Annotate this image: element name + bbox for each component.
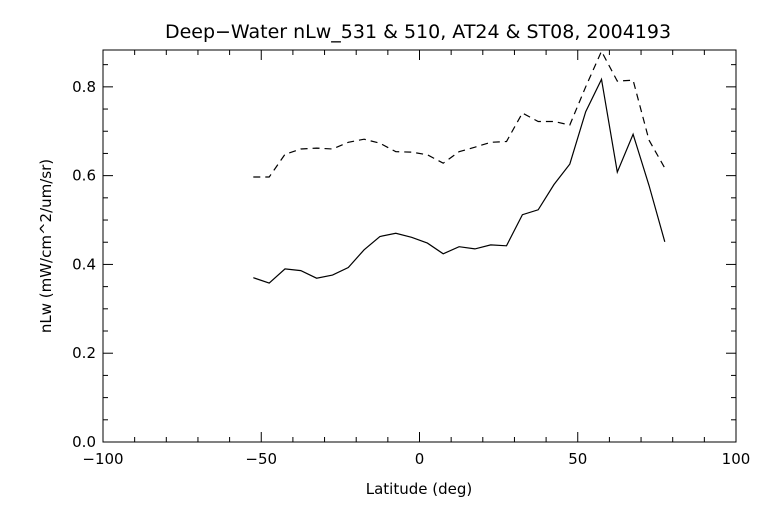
chart-title: Deep−Water nLw_531 & 510, AT24 & ST08, 2… bbox=[165, 21, 671, 43]
y-tick-label: 0.2 bbox=[72, 344, 96, 362]
y-axis-label: nLw (mW/cm^2/um/sr) bbox=[37, 159, 55, 333]
series-dashed-line bbox=[253, 49, 666, 178]
x-tick-label: −50 bbox=[245, 450, 277, 468]
y-tick-label: 0.4 bbox=[72, 255, 96, 273]
y-tick-label: 0.6 bbox=[72, 167, 96, 185]
series-solid-line bbox=[253, 77, 666, 284]
x-tick-label: −100 bbox=[82, 450, 123, 468]
x-axis-label: Latitude (deg) bbox=[366, 480, 472, 498]
y-tick-label: 0.8 bbox=[72, 78, 96, 96]
x-tick-label: 100 bbox=[722, 450, 751, 468]
x-tick-label: 50 bbox=[568, 450, 587, 468]
x-tick-label: 0 bbox=[415, 450, 425, 468]
y-tick-label: 0.0 bbox=[72, 433, 96, 451]
